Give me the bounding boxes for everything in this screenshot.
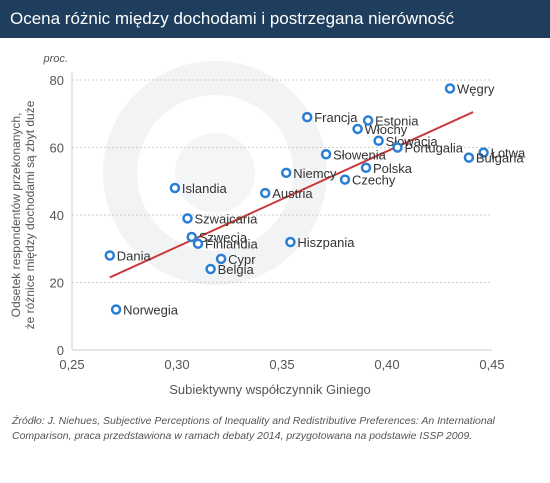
data-point-label: Włochy bbox=[365, 122, 408, 137]
data-point bbox=[182, 213, 193, 224]
data-point-label: Czechy bbox=[352, 173, 396, 188]
data-point bbox=[352, 123, 363, 135]
y-tick-label: 60 bbox=[50, 141, 64, 156]
data-point-label: Finlandia bbox=[205, 237, 259, 252]
data-point bbox=[285, 236, 296, 248]
data-point bbox=[444, 83, 456, 94]
data-point-label: Hiszpania bbox=[297, 235, 355, 250]
data-point bbox=[362, 115, 374, 126]
data-point-label: Cypr bbox=[228, 252, 256, 267]
data-point-label: Dania bbox=[117, 249, 152, 264]
data-point-label: Estonia bbox=[375, 114, 419, 129]
data-point-label: Polska bbox=[373, 161, 413, 176]
scatter-chart: 0 20 40 60 80 0,25 0,30 0,35 0,40 0,45 proc. Subiek… bbox=[9, 53, 526, 397]
data-point-label: Łotwa bbox=[491, 146, 526, 161]
data-point bbox=[373, 135, 384, 146]
data-point-label: Francja bbox=[314, 110, 358, 125]
x-axis-label: Subiektywny współczynnik Giniego bbox=[169, 382, 371, 397]
y-axis-label: Odsetek respondentów przekonanych,że róż… bbox=[9, 100, 37, 329]
source-note: Źródło: J. Niehues, Subjective Perceptio… bbox=[12, 415, 495, 442]
x-tick-label: 0,35 bbox=[269, 357, 294, 372]
logo-watermark-core bbox=[175, 133, 255, 213]
y-unit-label: proc. bbox=[43, 53, 68, 65]
data-point-label: Norwegia bbox=[123, 303, 179, 318]
data-point bbox=[169, 182, 181, 194]
data-point-label: Niemcy bbox=[293, 166, 337, 181]
data-point bbox=[192, 238, 204, 249]
data-point bbox=[339, 174, 351, 185]
chart-title: Ocena różnic między dochodami i postrzeg… bbox=[10, 9, 455, 28]
data-point bbox=[215, 253, 227, 265]
x-tick-label: 0,30 bbox=[164, 357, 189, 372]
y-tick-label: 20 bbox=[50, 276, 64, 291]
data-point-label: Belgia bbox=[218, 262, 255, 277]
data-point bbox=[186, 231, 197, 243]
x-tick-label: 0,40 bbox=[374, 357, 399, 372]
x-tick-label: 0,25 bbox=[59, 357, 84, 372]
data-point bbox=[360, 162, 372, 173]
trend-line bbox=[109, 111, 474, 279]
y-tick-label: 0 bbox=[57, 343, 64, 358]
y-tick-label: 40 bbox=[50, 208, 64, 223]
y-tick-label: 80 bbox=[50, 73, 64, 88]
data-point-label: Austria bbox=[272, 186, 313, 201]
data-point-label: Islandia bbox=[182, 181, 228, 196]
data-point-label: Bułgaria bbox=[476, 151, 524, 166]
data-point bbox=[478, 147, 489, 158]
data-point bbox=[280, 167, 292, 179]
data-point bbox=[392, 142, 403, 153]
data-point-label: Węgry bbox=[457, 81, 495, 96]
data-point bbox=[301, 111, 313, 123]
data-point bbox=[259, 187, 271, 199]
data-point-label: Portugalia bbox=[405, 141, 464, 156]
x-tick-label: 0,45 bbox=[479, 357, 504, 372]
title-bar: Ocena różnic między dochodami i postrzeg… bbox=[0, 0, 550, 38]
data-point bbox=[110, 304, 122, 315]
data-point bbox=[205, 263, 216, 275]
data-point-label: Szwajcaria bbox=[195, 211, 259, 226]
data-point-label: Słowenia bbox=[333, 147, 387, 162]
data-point-label: Szwecja bbox=[199, 230, 248, 245]
data-point bbox=[320, 149, 332, 160]
data-point bbox=[463, 152, 475, 163]
data-point bbox=[104, 250, 116, 261]
